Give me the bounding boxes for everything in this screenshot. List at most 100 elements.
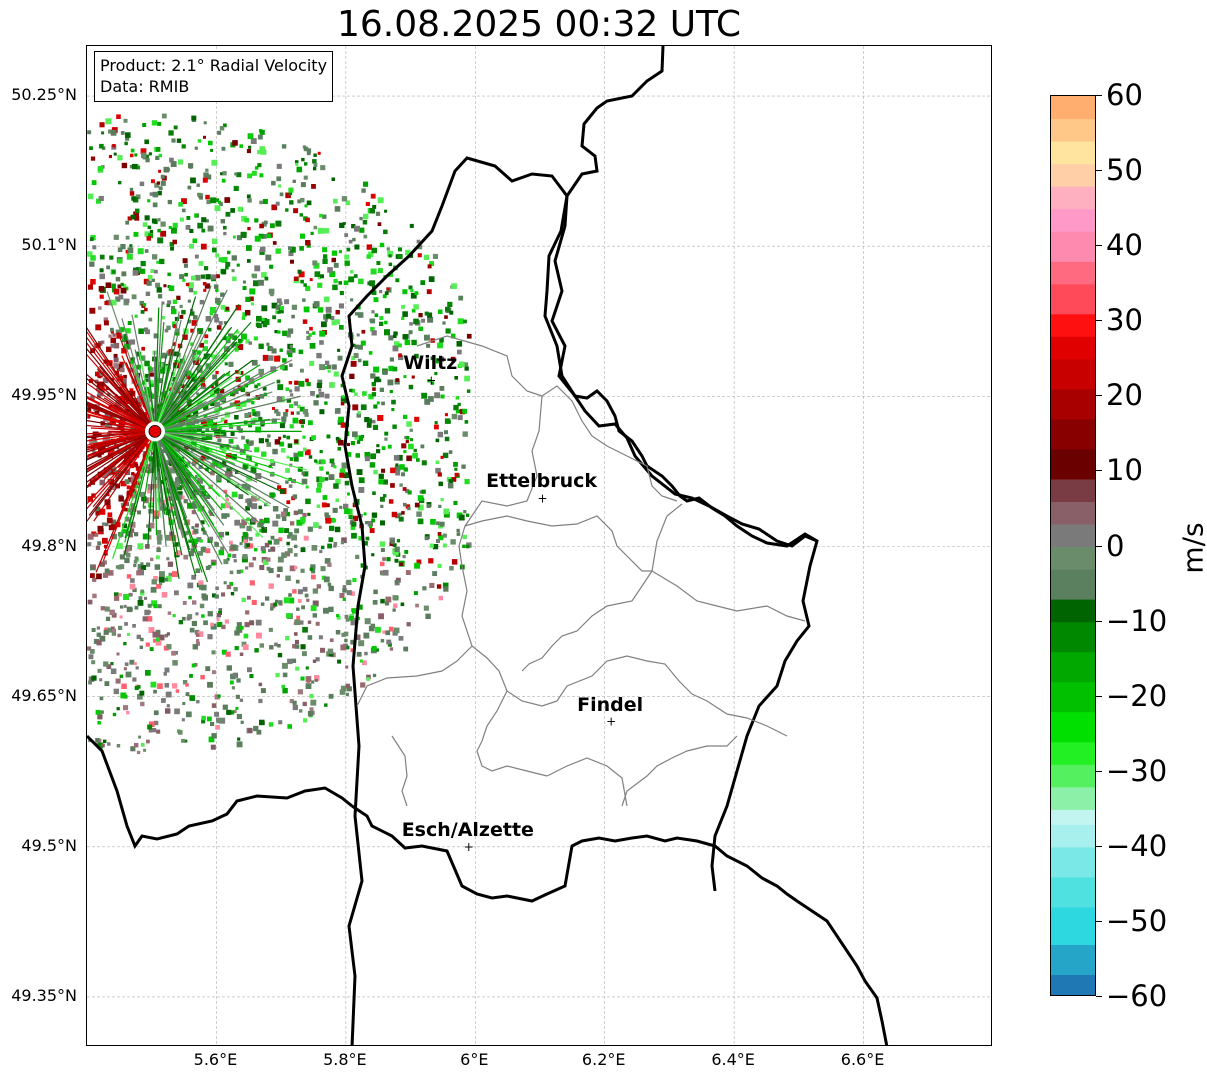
radar-echo	[186, 413, 191, 418]
radar-echo	[156, 260, 160, 264]
radar-echo	[197, 631, 204, 637]
radar-echo	[421, 318, 426, 323]
radar-echo	[130, 148, 135, 153]
radar-ray	[161, 434, 290, 509]
radar-echo	[195, 641, 200, 646]
radar-echo	[234, 519, 241, 526]
radar-echo	[257, 134, 263, 140]
radar-echo	[193, 315, 198, 320]
radar-echo	[297, 466, 303, 472]
radar-echo	[302, 586, 308, 592]
radar-echo	[246, 149, 251, 154]
radar-echo	[149, 647, 154, 651]
radar-echo	[295, 579, 300, 584]
radar-echo	[250, 138, 257, 144]
radar-echo	[110, 327, 114, 332]
radar-echo	[380, 561, 385, 567]
radar-echo	[393, 331, 398, 336]
radar-echo	[443, 586, 449, 592]
radar-echo	[382, 630, 386, 634]
radar-echo	[381, 401, 385, 406]
radar-echo	[151, 579, 157, 585]
radar-echo	[305, 676, 312, 682]
radar-echo	[328, 652, 334, 657]
radar-echo	[205, 219, 209, 223]
radar-echo	[289, 457, 294, 461]
city-marker-icon: +	[464, 840, 474, 854]
radar-echo	[99, 254, 105, 260]
radar-echo	[307, 711, 314, 717]
radar-echo	[258, 343, 264, 349]
radar-echo	[178, 620, 183, 625]
radar-echo	[403, 502, 407, 507]
radar-echo	[319, 213, 323, 218]
radar-echo	[134, 686, 139, 691]
radar-echo	[145, 378, 149, 382]
radar-echo	[224, 197, 231, 203]
radar-echo	[143, 748, 147, 752]
radar-echo	[202, 177, 208, 183]
radar-echo	[320, 274, 324, 279]
radar-echo	[234, 646, 239, 651]
colorbar-segment	[1051, 163, 1095, 187]
radar-echo	[181, 144, 186, 149]
radar-ray	[117, 331, 153, 425]
city-marker-icon: +	[426, 373, 436, 387]
radar-echo	[145, 670, 151, 676]
radar-echo	[260, 423, 265, 427]
radar-echo	[294, 386, 300, 392]
radar-echo	[208, 510, 212, 514]
radar-echo	[264, 276, 269, 281]
radar-echo	[380, 504, 384, 508]
radar-ray	[155, 439, 168, 498]
radar-echo	[424, 311, 429, 316]
radar-echo	[321, 502, 327, 508]
radar-echo	[200, 584, 207, 591]
radar-echo	[98, 195, 104, 202]
radar-echo	[388, 365, 394, 372]
radar-echo	[404, 339, 411, 346]
radar-echo	[331, 364, 337, 370]
radar-echo	[327, 369, 331, 373]
radar-echo	[211, 562, 216, 566]
radar-echo	[288, 593, 292, 597]
radar-echo	[223, 419, 228, 424]
radar-echo	[201, 593, 207, 599]
radar-echo	[347, 492, 350, 496]
borders	[87, 46, 889, 1045]
radar-echo	[301, 520, 305, 525]
radar-echo	[158, 153, 162, 158]
radar-ray	[162, 432, 253, 453]
radar-echo	[323, 296, 330, 303]
radar-echo	[333, 465, 337, 469]
radar-echo	[365, 201, 370, 206]
radar-echo	[324, 558, 331, 564]
radar-echo	[288, 532, 293, 537]
radar-echo	[245, 339, 250, 344]
radar-echo	[305, 378, 309, 383]
radar-echo	[104, 499, 111, 506]
radar-echo	[272, 315, 277, 320]
radar-echo	[239, 569, 244, 574]
radar-echo	[386, 557, 391, 562]
radar-ray	[110, 406, 149, 429]
radar-echo	[89, 146, 93, 150]
radar-echo	[432, 571, 438, 576]
radar-echo	[246, 194, 251, 199]
radar-echo	[113, 688, 119, 695]
radar-echo	[140, 701, 145, 707]
radar-echo	[114, 595, 120, 601]
radar-echo	[444, 436, 450, 442]
radar-echo	[361, 188, 366, 193]
radar-echo	[207, 327, 212, 332]
radar-echo	[215, 198, 220, 202]
radar-echo	[283, 597, 290, 604]
country-border-luxembourg-france	[351, 804, 889, 1045]
radar-echo	[317, 307, 324, 313]
radar-echo	[233, 559, 237, 563]
radar-echo	[145, 291, 151, 296]
radar-echo	[233, 709, 237, 713]
radar-echo	[318, 635, 323, 640]
radar-echo	[197, 328, 204, 335]
map-plot-area[interactable]: + + + +	[86, 45, 992, 1046]
